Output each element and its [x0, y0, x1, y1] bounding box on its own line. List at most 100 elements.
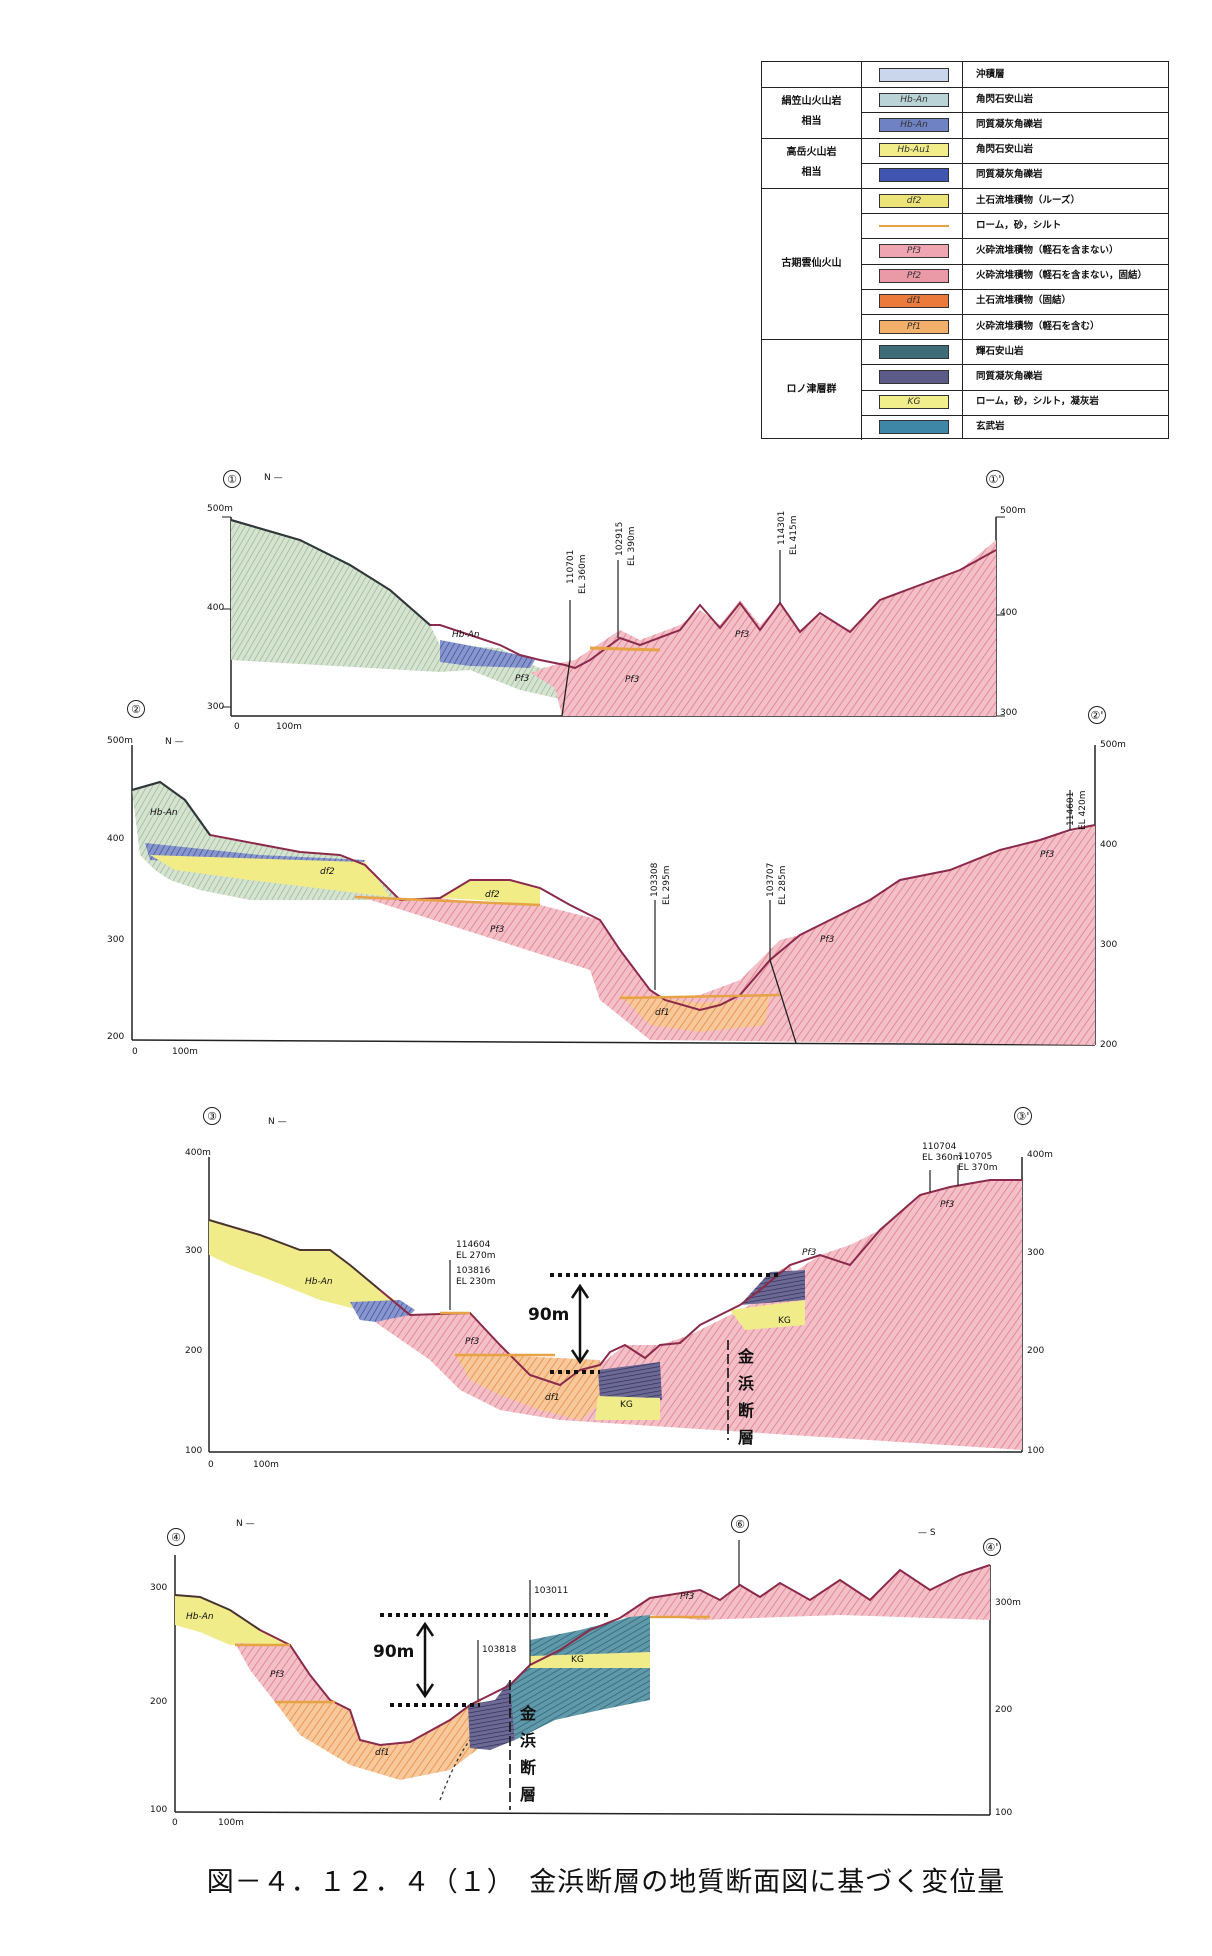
legend-swatch: Hb-Au1: [879, 143, 949, 158]
legend-swatch: [879, 370, 949, 384]
elev-label: 400: [207, 603, 225, 613]
legend-swatch: [879, 168, 949, 183]
section-1-start-marker: ①: [223, 470, 241, 488]
legend-column-divider: [962, 62, 963, 438]
elev-label: 300: [1100, 940, 1118, 950]
elev-label: 100: [150, 1805, 168, 1815]
elev-label: 400: [1000, 608, 1018, 618]
legend-swatch: Hb-An: [879, 118, 949, 132]
boring-id: 103816: [456, 1266, 491, 1276]
legend-group-label: 高岳火山岩 相当: [762, 137, 862, 188]
unit-label: Pf3: [802, 1248, 817, 1258]
legend-swatch: Pf3: [879, 244, 949, 258]
legend-swatch: [879, 420, 949, 435]
elev-label: 300: [207, 702, 225, 712]
unit-label: Hb-An: [305, 1277, 333, 1287]
legend-description: 同質凝灰角礫岩: [976, 371, 1043, 382]
unit-label: Hb-An: [452, 630, 480, 640]
legend-description: 角閃石安山岩: [976, 93, 1034, 105]
section-1-end-marker: ①': [986, 470, 1004, 488]
legend-description: 輝石安山岩: [976, 345, 1024, 357]
unit-label: Hb-An: [150, 808, 178, 818]
legend-group-line: 絹笠山火山岩: [781, 96, 842, 108]
legend-divider: [862, 364, 1168, 366]
legend-description: 土石流堆積物（ルーズ）: [976, 194, 1081, 206]
boring-elevation: EL 360m: [922, 1153, 962, 1163]
legend-description: ローム，砂，シルト: [976, 219, 1062, 231]
legend-group-label: [762, 62, 862, 88]
legend-divider: [862, 213, 1168, 215]
north-indicator: N —: [268, 1117, 287, 1127]
elev-label: 100: [1027, 1446, 1045, 1456]
legend-divider: [862, 288, 1168, 290]
north-indicator: N —: [165, 737, 184, 747]
elev-label: 200: [1100, 1040, 1118, 1050]
unit-label: KG: [571, 1655, 584, 1665]
elev-label: 300m: [995, 1598, 1021, 1608]
unit-label: Pf3: [490, 925, 505, 935]
section-4-start-marker: ④: [167, 1528, 185, 1546]
elev-label: 400: [107, 834, 125, 844]
north-indicator: N —: [264, 473, 283, 483]
elev-label: 300: [1000, 708, 1018, 718]
elev-label: 500m: [207, 504, 233, 514]
scale-label: 0: [172, 1818, 178, 1828]
legend-table: 絹笠山火山岩 相当 高岳火山岩 相当 古期雲仙火山 ロノ津層群 沖積層 Hb-An 角閃石安山岩…: [761, 61, 1169, 440]
boring-id: 110704: [922, 1142, 957, 1152]
legend-divider: [862, 87, 1168, 89]
elev-label: 500m: [1100, 740, 1126, 750]
legend-swatch: [879, 219, 949, 227]
legend-group-line: ロノ津層群: [786, 383, 837, 395]
north-indicator: N —: [236, 1519, 255, 1529]
legend-divider: [862, 112, 1168, 114]
fault-char: 金: [737, 1347, 754, 1366]
boring-id: 103818: [482, 1645, 517, 1655]
boring-elevation: EL 230m: [456, 1277, 496, 1287]
legend-swatch: KG: [879, 395, 949, 410]
scale-label: 100m: [218, 1818, 244, 1828]
legend-divider: [862, 414, 1168, 416]
unit-label: Hb-An: [186, 1612, 214, 1622]
unit-label: Pf3: [820, 935, 835, 945]
elev-label: 400m: [1027, 1150, 1053, 1160]
legend-divider: [862, 263, 1168, 265]
unit-label: Pf3: [940, 1200, 955, 1210]
legend-divider: [862, 339, 1168, 341]
fault-char: 浜: [737, 1374, 754, 1393]
scale-label: 100m: [276, 722, 302, 732]
fault-char: 浜: [519, 1731, 536, 1750]
fault-char: 断: [519, 1758, 536, 1777]
unit-label: KG: [778, 1316, 791, 1326]
scale-label: 0: [132, 1047, 138, 1057]
legend-description: 火砕流堆積物（軽石を含まない，固結）: [976, 270, 1148, 282]
unit-label: Pf3: [465, 1337, 480, 1347]
legend-description: 同質凝灰角礫岩: [976, 169, 1043, 181]
scale-label: 0: [234, 722, 240, 732]
section-3-start-marker: ③: [203, 1107, 221, 1125]
fault-char: 層: [519, 1785, 536, 1804]
scale-label: 100m: [253, 1460, 279, 1470]
elev-label: 200: [1027, 1346, 1045, 1356]
unit-label: Pf3: [515, 674, 530, 684]
legend-description: 土石流堆積物（固結）: [976, 295, 1072, 307]
offset-label: 90m: [373, 1642, 415, 1662]
elev-label: 500m: [1000, 506, 1026, 516]
elev-label: 200: [995, 1705, 1013, 1715]
fault-char: 断: [737, 1401, 754, 1420]
unit-label: Pf3: [625, 675, 640, 685]
legend-description: 火砕流堆積物（軽石を含まない）: [976, 245, 1119, 256]
legend-swatch: Hb-An: [879, 92, 949, 107]
legend-description: ローム，砂，シルト，凝灰岩: [976, 396, 1099, 408]
legend-group-line: 相当: [801, 166, 822, 178]
boring-id: 103011: [534, 1586, 569, 1596]
legend-description: 火砕流堆積物（軽石を含む）: [976, 320, 1100, 332]
south-indicator: — S: [918, 1528, 936, 1538]
boring-id: 110705: [958, 1152, 993, 1162]
legend-group-label: 絹笠山火山岩 相当: [762, 87, 862, 138]
unit-label: df1: [545, 1393, 560, 1403]
legend-divider: [862, 188, 1168, 189]
elev-label: 300: [185, 1246, 203, 1256]
